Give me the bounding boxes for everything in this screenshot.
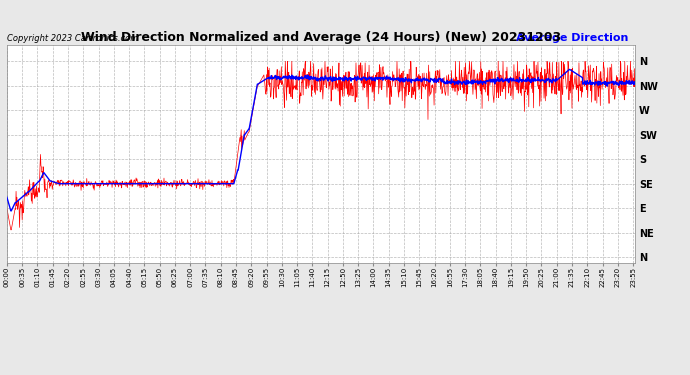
Text: Copyright 2023 Cartronics.com: Copyright 2023 Cartronics.com	[7, 34, 138, 43]
Title: Wind Direction Normalized and Average (24 Hours) (New) 20231203: Wind Direction Normalized and Average (2…	[81, 31, 561, 44]
Text: Average Direction: Average Direction	[516, 33, 629, 43]
